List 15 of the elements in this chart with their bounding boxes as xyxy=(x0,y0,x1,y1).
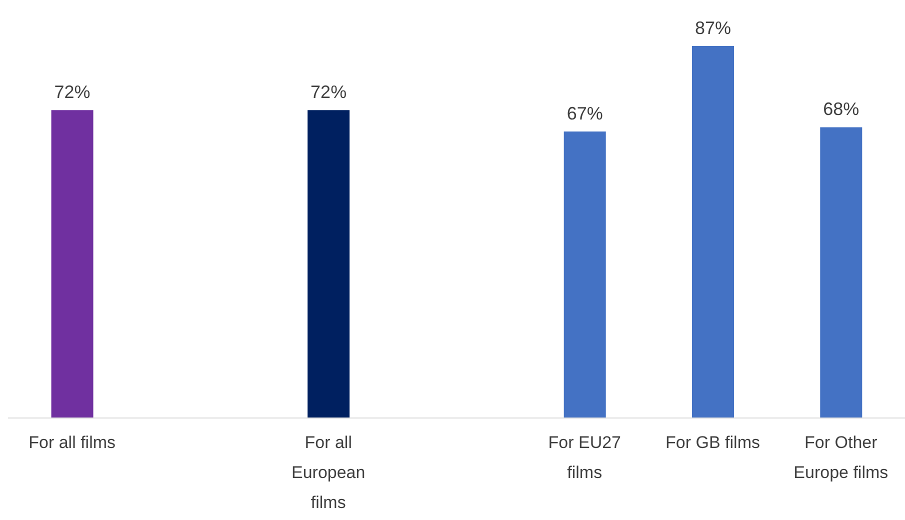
x-tick-label: For GB films xyxy=(666,433,760,452)
data-label: 72% xyxy=(310,82,347,102)
bar xyxy=(820,127,862,418)
bar xyxy=(308,110,350,418)
x-tick-label: For all films xyxy=(28,433,116,452)
data-label: 68% xyxy=(823,99,860,120)
data-label: 72% xyxy=(54,82,90,102)
data-label: 87% xyxy=(694,18,732,38)
bar xyxy=(564,132,606,418)
data-label: 67% xyxy=(566,104,603,124)
x-tick-label: For Other Europe films xyxy=(794,433,888,482)
bar xyxy=(692,46,734,418)
x-tick-label: For all European films xyxy=(291,433,366,512)
x-tick-label: For EU27 films xyxy=(548,433,622,482)
bar xyxy=(51,110,94,418)
